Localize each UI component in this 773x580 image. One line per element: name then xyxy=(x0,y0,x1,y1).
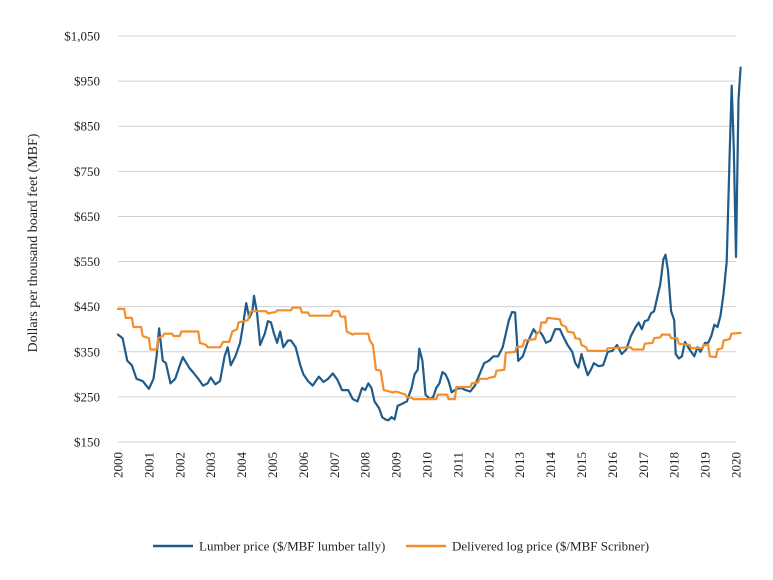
legend-item-lumber: Lumber price ($/MBF lumber tally) xyxy=(153,539,385,554)
x-tick-label: 2010 xyxy=(420,452,435,478)
x-tick-label: 2000 xyxy=(111,452,126,478)
y-tick-label: $850 xyxy=(74,119,100,134)
x-tick-label: 2008 xyxy=(358,452,373,478)
y-tick-label: $350 xyxy=(74,344,100,359)
x-tick-label: 2012 xyxy=(481,452,496,478)
x-tick-label: 2002 xyxy=(172,452,187,478)
x-tick-label: 2001 xyxy=(141,452,156,478)
y-tick-label: $450 xyxy=(74,299,100,314)
x-tick-label: 2020 xyxy=(729,452,744,478)
x-tick-label: 2016 xyxy=(605,452,620,479)
x-tick-label: 2018 xyxy=(667,452,682,478)
x-tick-label: 2014 xyxy=(543,452,558,479)
x-tick-label: 2019 xyxy=(698,452,713,478)
legend-label-log: Delivered log price ($/MBF Scribner) xyxy=(452,539,649,554)
gridlines xyxy=(118,35,736,443)
x-tick-label: 2009 xyxy=(389,452,404,478)
y-axis-label: Dollars per thousand board feet (MBF) xyxy=(26,133,41,352)
y-tick-label: $550 xyxy=(74,254,100,269)
y-tick-label: $950 xyxy=(74,74,100,89)
series-layer xyxy=(116,66,742,422)
y-tick-label: $150 xyxy=(74,435,100,450)
x-tick-label: 2006 xyxy=(296,452,311,479)
y-tick-label: $750 xyxy=(74,164,100,179)
legend-label-lumber: Lumber price ($/MBF lumber tally) xyxy=(199,539,385,554)
x-tick-label: 2017 xyxy=(636,452,651,479)
x-tick-label: 2011 xyxy=(450,452,465,478)
y-tick-label: $650 xyxy=(74,209,100,224)
x-tick-label: 2013 xyxy=(512,452,527,478)
series-line-1 xyxy=(116,306,742,401)
legend: Lumber price ($/MBF lumber tally) Delive… xyxy=(153,539,649,554)
y-axis: $150 $250 $350 $450 $550 $650 $750 $850 $950 $1,0… xyxy=(64,29,100,450)
y-tick-label: $1,050 xyxy=(64,29,100,44)
y-tick-label: $250 xyxy=(74,389,100,404)
x-tick-label: 2003 xyxy=(203,452,218,478)
x-tick-label: 2007 xyxy=(327,452,342,479)
x-tick-label: 2015 xyxy=(574,452,589,478)
x-tick-label: 2005 xyxy=(265,452,280,478)
x-tick-label: 2004 xyxy=(234,452,249,479)
legend-item-log: Delivered log price ($/MBF Scribner) xyxy=(406,539,649,554)
series-line-0 xyxy=(116,66,742,422)
x-axis: 2000 2001 2002 2003 2004 2005 2006 2007 2008 2009… xyxy=(111,452,744,479)
